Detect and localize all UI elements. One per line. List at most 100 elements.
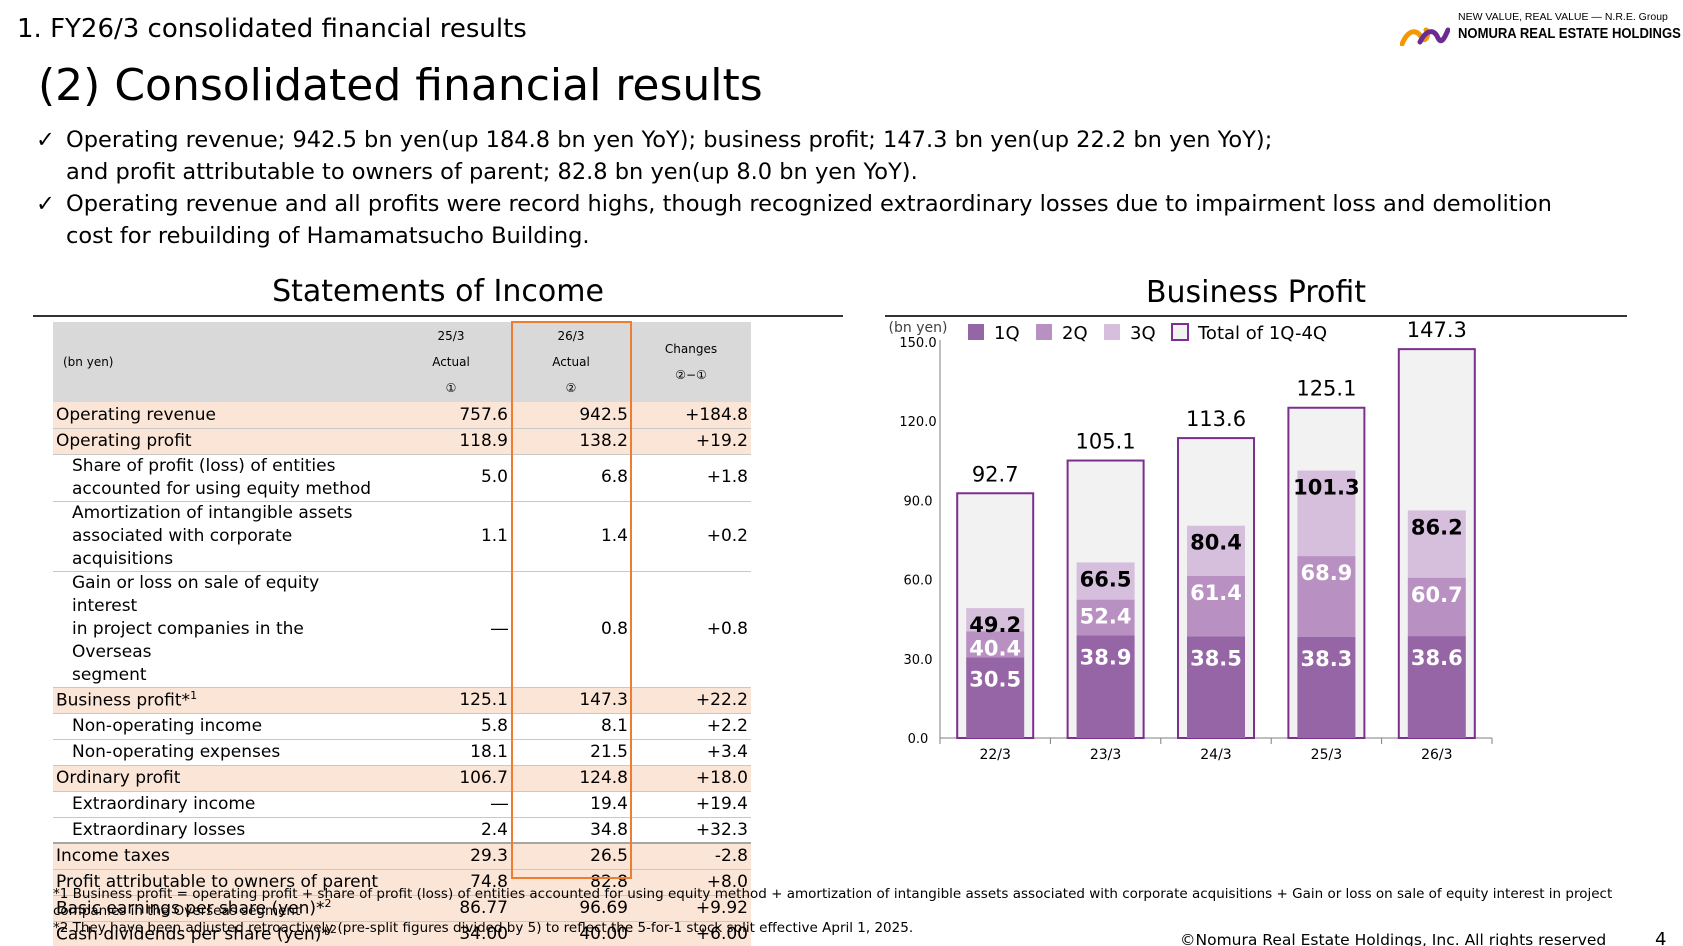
y-tick-label: 120.0 [899, 415, 936, 430]
table-row: Operating profit 118.9 138.2 +19.2 [53, 428, 751, 455]
row-label: Non-operating expenses [53, 739, 391, 766]
table-header-row: (bn yen) 25/3 Actual ① 26/3 Actual ② Changes… [53, 322, 751, 402]
value-26-3: 124.8 [511, 765, 631, 792]
footnote: *2 They have been adjusted retroactively… [53, 920, 914, 936]
data-label-total: 147.3 [1407, 320, 1467, 342]
value-change: -2.8 [631, 842, 751, 870]
row-label: Ordinary profit [53, 765, 391, 792]
row-label: Operating profit [53, 428, 391, 455]
row-label: Share of profit (loss) of entities accoun… [53, 454, 391, 502]
bar-3q [1297, 470, 1356, 557]
company-logo: NEW VALUE, REAL VALUE ― N.R.E. Group NOM… [1400, 10, 1681, 50]
value-26-3: 6.8 [511, 454, 631, 502]
legend-swatch [968, 324, 984, 340]
x-tick-label: 26/3 [1421, 747, 1452, 763]
page-title: (2) Consolidated financial results [38, 60, 763, 111]
value-25-3: 34.00 [391, 921, 511, 946]
bar-1q [966, 657, 1025, 738]
value-change: +1.8 [631, 454, 751, 502]
table-row: Operating revenue 757.6 942.5 +184.8 [53, 402, 751, 429]
table-row: Amortization of intangible assets associa… [53, 501, 751, 572]
bar-1q [1076, 635, 1135, 738]
table-row: Business profit*1 125.1 147.3 +22.2 [53, 687, 751, 714]
value-26-3: 40.00 [511, 921, 631, 946]
bar-3q [1187, 525, 1245, 576]
legend-swatch [1104, 324, 1120, 340]
unit-label: (bn yen) [53, 322, 391, 402]
bar-1q [1407, 636, 1466, 738]
value-change: +0.8 [631, 571, 751, 688]
row-label: Profit attributable to owners of parent [53, 869, 391, 896]
data-label-total: 113.6 [1186, 407, 1246, 431]
value-26-3: 138.2 [511, 428, 631, 455]
value-change: +2.2 [631, 713, 751, 740]
value-25-3: 118.9 [391, 428, 511, 455]
value-change: +19.2 [631, 428, 751, 455]
legend-entry: Total of 1Q-4Q [1197, 323, 1327, 344]
business-profit-chart: (bn yen) 0.0 30.0 60.0 90.0 120.0 150.0 92.7 49.… [889, 320, 1493, 763]
data-label-2q: 60.7 [1411, 583, 1463, 607]
y-axis-label: (bn yen) [889, 320, 948, 336]
income-statement-table: (bn yen) 25/3 Actual ① 26/3 Actual ② Changes… [53, 322, 751, 946]
value-change: +18.0 [631, 765, 751, 792]
row-label: Business profit*1 [53, 687, 391, 714]
table-row: Income taxes 29.3 26.5 -2.8 [53, 842, 751, 870]
value-25-3: 5.0 [391, 454, 511, 502]
y-tick-label: 0.0 [908, 732, 929, 747]
check-icon: ✓ [36, 127, 55, 153]
page-number: 4 [1655, 929, 1667, 946]
data-label-3q: 101.3 [1293, 476, 1359, 500]
value-25-3: ― [391, 791, 511, 818]
x-tick-label: 23/3 [1090, 747, 1121, 763]
value-26-3: 19.4 [511, 791, 631, 818]
value-26-3: 96.69 [511, 895, 631, 922]
data-label-2q: 61.4 [1190, 581, 1242, 605]
value-25-3: 1.1 [391, 501, 511, 572]
y-tick-label: 90.0 [904, 494, 933, 509]
footnotes: *1 Business profit = operating profit + … [53, 886, 1653, 937]
bar-3q [966, 608, 1025, 632]
section-title: 1. FY26/3 consolidated financial results [17, 14, 527, 44]
x-tick-label: 22/3 [979, 747, 1010, 763]
value-26-3: 1.4 [511, 501, 631, 572]
value-26-3: 0.8 [511, 571, 631, 688]
income-title-divider [33, 315, 843, 317]
table-row: Extraordinary losses 2.4 34.8 +32.3 [53, 817, 751, 844]
logo-tagline: NEW VALUE, REAL VALUE ― N.R.E. Group [1458, 11, 1668, 23]
value-26-3: 147.3 [511, 687, 631, 714]
row-label: Cash dividends per share (yen)*2 [53, 921, 391, 946]
table-row: Gain or loss on sale of equity interest i… [53, 571, 751, 688]
data-label-2q: 52.4 [1080, 605, 1132, 629]
value-change: +9.92 [631, 895, 751, 922]
data-label-3q: 66.5 [1080, 567, 1132, 591]
data-label-2q: 40.4 [969, 636, 1021, 660]
legend-swatch [1171, 323, 1189, 341]
data-label-1q: 38.9 [1080, 645, 1132, 669]
value-25-3: 757.6 [391, 402, 511, 429]
row-label: Amortization of intangible assets associa… [53, 501, 391, 572]
x-tick-label: 24/3 [1200, 747, 1231, 763]
bar-2q [1187, 575, 1245, 637]
value-26-3: 26.5 [511, 842, 631, 870]
footnote: *1 Business profit = operating profit + … [53, 886, 1613, 902]
data-label-total: 92.7 [972, 462, 1019, 486]
logo-company-name: NOMURA REAL ESTATE HOLDINGS [1458, 26, 1681, 42]
value-change: +0.2 [631, 501, 751, 572]
row-label: Income taxes [53, 842, 391, 870]
value-25-3: 5.8 [391, 713, 511, 740]
value-change: +19.4 [631, 791, 751, 818]
value-26-3: 8.1 [511, 713, 631, 740]
table-row: Extraordinary income ― 19.4 +19.4 [53, 791, 751, 818]
data-label-total: 105.1 [1076, 430, 1136, 454]
value-change: +32.3 [631, 817, 751, 844]
copyright: ©Nomura Real Estate Holdings, Inc. All r… [1180, 931, 1607, 946]
bullet-line: and profit attributable to owners of par… [66, 159, 918, 185]
value-25-3: ― [391, 571, 511, 688]
value-25-3: 18.1 [391, 739, 511, 766]
data-label-1q: 38.6 [1411, 646, 1463, 670]
bullet-item: ✓ Operating revenue and all profits were… [36, 188, 1666, 252]
column-header-26-3: 26/3 Actual ② [511, 322, 631, 402]
bullet-line: Operating revenue and all profits were r… [66, 191, 1552, 217]
logo-mark-icon [1400, 27, 1450, 46]
table-row: Share of profit (loss) of entities accoun… [53, 454, 751, 502]
